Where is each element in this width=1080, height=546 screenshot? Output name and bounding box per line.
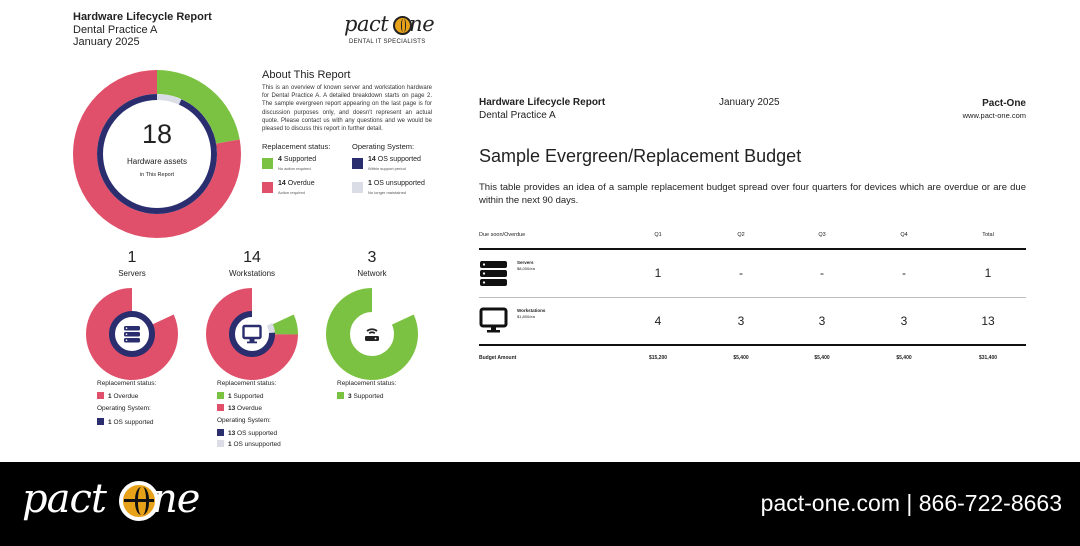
budget-q2: $5,400: [733, 355, 749, 361]
report-date: January 2025: [73, 36, 140, 48]
network-replacement-heading: Replacement status:: [337, 380, 397, 387]
hardware-total: 18: [141, 119, 173, 149]
row-divider: [479, 297, 1026, 298]
network-supported-item: 3 Supported: [337, 392, 383, 400]
cell-q3: 3: [818, 314, 826, 328]
hardware-total-sublabel: in This Report: [139, 172, 175, 178]
budget-amount-label: Budget Amount: [479, 355, 517, 361]
logo-script: pact ne: [344, 12, 435, 36]
footer-logo-script: pact ne: [22, 476, 200, 522]
col-header-q4: Q4: [900, 232, 908, 238]
supported-swatch: [262, 158, 273, 169]
col-header-total: Total: [982, 232, 994, 238]
servers-count: 1: [127, 249, 137, 266]
monitor-icon: [236, 318, 268, 350]
budget-report-title: Hardware Lifecycle Report: [479, 97, 606, 108]
os-supported-arc: [97, 94, 217, 214]
cell-q3: -: [820, 266, 824, 280]
budget-description: This table provides an idea of a sample …: [479, 182, 1026, 206]
budget-heading: Sample Evergreen/Replacement Budget: [479, 146, 802, 166]
report-page-1: Hardware Lifecycle Report Dental Practic…: [73, 11, 436, 448]
os-unsupported-swatch: [352, 182, 363, 193]
col-header-q3: Q3: [818, 232, 826, 238]
col-header-q1: Q1: [654, 232, 662, 238]
budget-website: www.pact-one.com: [962, 111, 1026, 120]
servers-replacement-heading: Replacement status:: [97, 380, 157, 387]
overdue-arc: [73, 70, 241, 238]
budget-brand: Pact-One: [982, 98, 1026, 109]
network-count: 3: [367, 249, 377, 266]
col-header-device: Due soon/Overdue: [479, 232, 526, 238]
cell-q2: 3: [737, 314, 745, 328]
cell-total: 13: [981, 314, 995, 328]
workstations-supported-item: 1 Supported: [217, 392, 263, 400]
device-price: $8,000/ea: [517, 266, 535, 271]
servers-os-item: 1 OS supported: [97, 418, 154, 426]
router-icon: [356, 318, 388, 350]
globe-icon: [393, 16, 412, 35]
footer-logo: pact ne: [22, 476, 222, 530]
cell-q4: 3: [900, 314, 908, 328]
device-name: Workstations: [517, 308, 546, 313]
device-price: $1,800/ea: [517, 314, 535, 319]
servers-overdue-item: 1 Overdue: [97, 392, 138, 400]
budget-q3: $5,400: [814, 355, 830, 361]
budget-practice-name: Dental Practice A: [479, 110, 556, 121]
logo-tagline: DENTAL IT SPECIALISTS: [349, 39, 426, 45]
cell-q1: 1: [654, 266, 662, 280]
overdue-swatch: [262, 182, 273, 193]
overdue-arc: [206, 288, 298, 380]
hardware-total-label: Hardware assets: [126, 157, 188, 166]
footer-bar: pact ne pact-one.com | 866-722-8663: [0, 462, 1080, 546]
budget-q1: $15,200: [648, 355, 668, 361]
workstations-os-supported-item: 13 OS supported: [217, 429, 277, 437]
table-header-rule: [479, 248, 1026, 250]
footer-contact[interactable]: pact-one.com | 866-722-8663: [760, 490, 1062, 516]
os-status-heading: Operating System:: [352, 142, 415, 151]
server-icon: [479, 259, 509, 289]
supported-arc: [326, 288, 418, 380]
workstations-os-heading: Operating System:: [217, 417, 271, 424]
workstations-replacement-heading: Replacement status:: [217, 380, 277, 387]
workstations-donut: [206, 288, 298, 380]
supported-arc: [206, 288, 298, 380]
workstations-overdue-item: 13 Overdue: [217, 404, 262, 412]
monitor-icon: [479, 306, 509, 336]
servers-label: Servers: [118, 269, 146, 278]
budget-total: $31,400: [978, 355, 998, 361]
budget-q4: $5,400: [896, 355, 912, 361]
server-icon: [116, 318, 148, 350]
overdue-arc: [86, 288, 178, 380]
network-label: Network: [357, 269, 387, 278]
hardware-summary-donut: [73, 70, 241, 238]
servers-os-heading: Operating System:: [97, 405, 151, 412]
practice-name: Dental Practice A: [73, 24, 158, 36]
table-footer-rule: [479, 344, 1026, 346]
cell-total: 1: [984, 266, 992, 280]
device-name: Servers: [517, 260, 534, 265]
col-header-q2: Q2: [737, 232, 745, 238]
cell-q2: -: [739, 266, 743, 280]
report-subtitle: Dental Practice A January 2025: [73, 24, 157, 48]
pact-one-logo: pact ne DENTAL IT SPECIALISTS: [344, 12, 436, 48]
report-title: Hardware Lifecycle Report: [73, 11, 212, 23]
workstations-label: Workstations: [228, 269, 276, 278]
globe-icon: [119, 481, 159, 521]
budget-report-date: January 2025: [719, 97, 780, 108]
cell-q1: 4: [654, 314, 662, 328]
os-supported-swatch: [352, 158, 363, 169]
replacement-status-heading: Replacement status:: [262, 142, 331, 151]
cell-q4: -: [902, 266, 906, 280]
about-title: About This Report: [262, 69, 351, 81]
os-supported-arc: [109, 311, 155, 357]
workstations-os-unsupported-item: 1 OS unsupported: [217, 440, 281, 448]
about-text: This is an overview of known server and …: [262, 85, 432, 133]
workstations-count: 14: [243, 249, 261, 266]
network-donut: [326, 288, 418, 380]
os-supported-arc: [229, 311, 275, 357]
servers-donut: [86, 288, 178, 380]
